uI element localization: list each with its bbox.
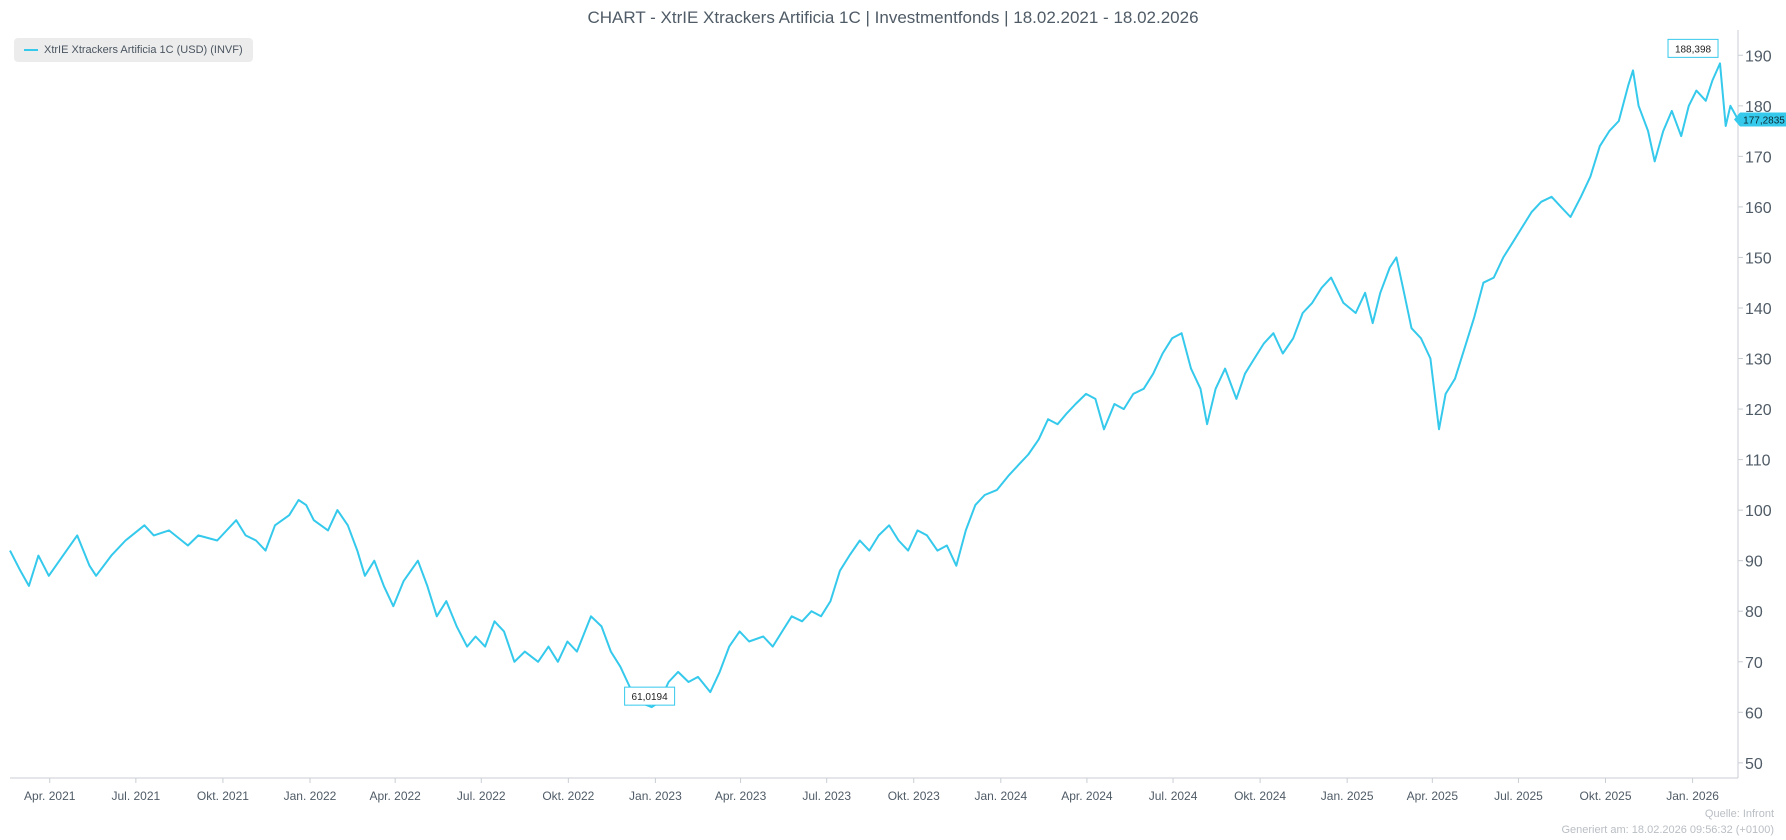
y-tick-label: 180 xyxy=(1745,99,1772,116)
legend-label: XtrIE Xtrackers Artificia 1C (USD) (INVF… xyxy=(44,44,243,56)
x-tick-label: Jan. 2022 xyxy=(284,789,337,803)
x-tick-label: Okt. 2024 xyxy=(1234,789,1286,803)
y-tick-label: 160 xyxy=(1745,200,1772,217)
x-tick-label: Okt. 2025 xyxy=(1579,789,1631,803)
x-tick-label: Apr. 2024 xyxy=(1061,789,1113,803)
x-tick-label: Okt. 2022 xyxy=(542,789,594,803)
y-tick-label: 170 xyxy=(1745,149,1772,166)
x-tick-label: Jan. 2023 xyxy=(629,789,682,803)
chart-title: CHART - XtrIE Xtrackers Artificia 1C | I… xyxy=(587,8,1199,27)
y-tick-label: 110 xyxy=(1745,453,1771,470)
generated-timestamp: Generiert am: 18.02.2026 09:56:32 (+0100… xyxy=(1561,824,1774,836)
min-value-box xyxy=(624,686,676,706)
x-tick-label: Jan. 2026 xyxy=(1666,789,1719,803)
x-tick-label: Jul. 2021 xyxy=(112,789,161,803)
x-tick-label: Apr. 2021 xyxy=(24,789,76,803)
y-tick-label: 130 xyxy=(1745,352,1772,369)
x-tick-label: Jul. 2025 xyxy=(1494,789,1543,803)
legend[interactable]: XtrIE Xtrackers Artificia 1C (USD) (INVF… xyxy=(14,38,253,62)
x-tick-label: Okt. 2023 xyxy=(888,789,940,803)
series-line xyxy=(9,62,1739,709)
x-tick-label: Jul. 2023 xyxy=(802,789,851,803)
x-tick-label: Jul. 2024 xyxy=(1149,789,1198,803)
y-tick-label: 140 xyxy=(1745,301,1772,318)
y-tick-label: 120 xyxy=(1745,402,1772,419)
min-value-label: 61,0194 xyxy=(632,692,669,703)
last-value-label: 177,2835 xyxy=(1743,116,1785,127)
max-value-label: 188,398 xyxy=(1675,44,1712,55)
x-tick-label: Jul. 2022 xyxy=(457,789,506,803)
x-tick-label: Apr. 2022 xyxy=(369,789,421,803)
source-label: Quelle: Infront xyxy=(1704,808,1774,820)
y-tick-label: 190 xyxy=(1745,48,1772,65)
x-tick-label: Jan. 2025 xyxy=(1321,789,1374,803)
x-tick-label: Okt. 2021 xyxy=(197,789,249,803)
max-value-box xyxy=(1667,38,1719,58)
y-tick-label: 100 xyxy=(1745,503,1772,520)
y-tick-label: 70 xyxy=(1745,655,1763,672)
y-tick-label: 80 xyxy=(1745,604,1763,621)
x-tick-label: Apr. 2023 xyxy=(715,789,767,803)
y-tick-label: 90 xyxy=(1745,554,1763,571)
last-value-badge xyxy=(1734,112,1786,127)
x-tick-label: Apr. 2025 xyxy=(1407,789,1459,803)
x-tick-label: Jan. 2024 xyxy=(974,789,1027,803)
y-tick-label: 150 xyxy=(1745,250,1772,267)
y-tick-label: 60 xyxy=(1745,705,1763,722)
legend-swatch xyxy=(24,49,38,51)
y-tick-label: 50 xyxy=(1745,756,1763,773)
